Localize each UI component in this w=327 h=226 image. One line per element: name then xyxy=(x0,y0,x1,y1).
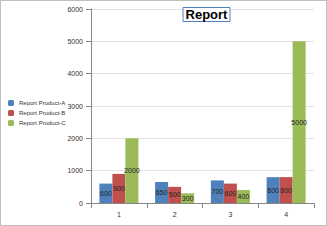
svg-text:650: 650 xyxy=(156,189,168,196)
svg-text:2: 2 xyxy=(173,211,177,218)
svg-text:800: 800 xyxy=(267,187,279,194)
svg-text:4: 4 xyxy=(284,211,288,218)
svg-text:900: 900 xyxy=(113,185,125,192)
svg-text:3: 3 xyxy=(228,211,232,218)
svg-text:400: 400 xyxy=(238,193,250,200)
svg-text:Report Product-B: Report Product-B xyxy=(19,110,65,116)
svg-text:600: 600 xyxy=(100,190,112,197)
svg-text:Report Product-A: Report Product-A xyxy=(19,100,65,106)
svg-text:800: 800 xyxy=(280,187,292,194)
svg-text:4000: 4000 xyxy=(67,70,83,77)
svg-text:5000: 5000 xyxy=(291,119,307,126)
svg-text:1000: 1000 xyxy=(67,167,83,174)
svg-text:3000: 3000 xyxy=(67,103,83,110)
svg-text:2000: 2000 xyxy=(67,135,83,142)
svg-text:2000: 2000 xyxy=(124,167,140,174)
svg-text:0: 0 xyxy=(79,200,83,207)
svg-text:500: 500 xyxy=(169,191,181,198)
svg-text:Report Product-C: Report Product-C xyxy=(19,120,66,126)
svg-text:1: 1 xyxy=(117,211,121,218)
svg-text:5000: 5000 xyxy=(67,38,83,45)
svg-text:6000: 6000 xyxy=(67,6,83,13)
svg-text:600: 600 xyxy=(225,190,237,197)
svg-text:300: 300 xyxy=(182,195,194,202)
svg-text:700: 700 xyxy=(212,188,224,195)
svg-text:Report: Report xyxy=(186,7,229,22)
